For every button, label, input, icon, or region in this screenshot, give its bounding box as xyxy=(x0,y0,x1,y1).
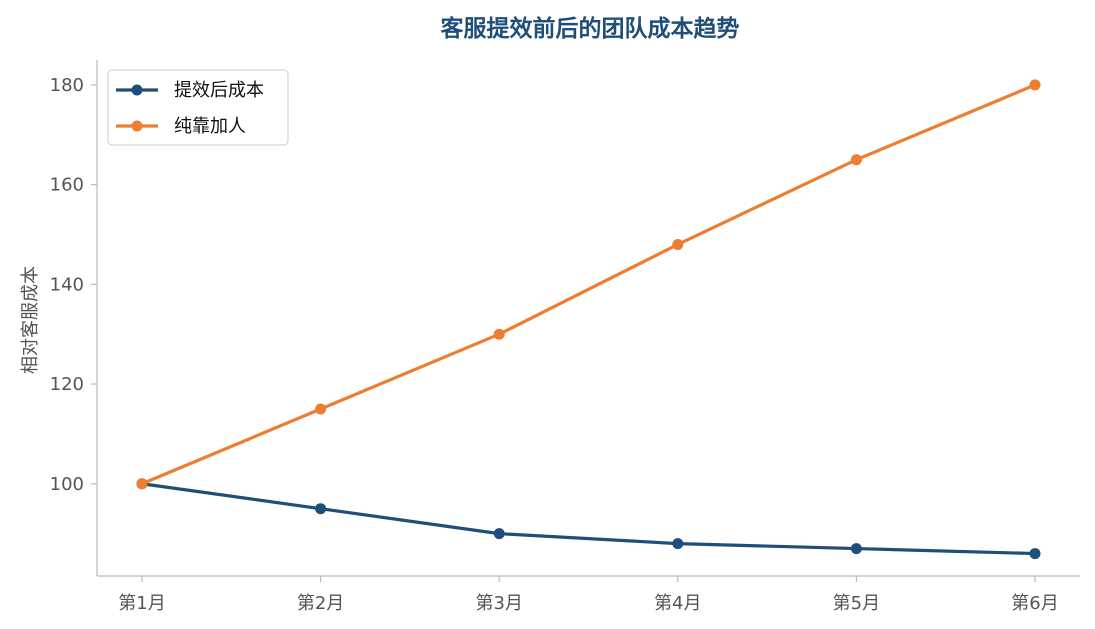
y-axis-label: 相对客服成本 xyxy=(20,266,41,374)
series-layer xyxy=(136,79,1041,560)
data-point xyxy=(315,503,327,515)
legend-marker xyxy=(131,84,143,96)
legend-label: 纯靠加人 xyxy=(174,116,246,137)
legend-marker xyxy=(131,120,143,132)
series-line xyxy=(140,482,1037,556)
y-ticks: 100 120 140 160 180 xyxy=(50,75,97,495)
x-tick-label: 第2月 xyxy=(297,593,344,614)
data-point xyxy=(136,478,148,490)
legend-label: 提效后成本 xyxy=(174,80,264,101)
series-1 xyxy=(136,478,1041,560)
data-point xyxy=(1029,79,1041,91)
x-tick-label: 第5月 xyxy=(833,593,880,614)
data-point xyxy=(850,154,862,166)
data-point xyxy=(1029,548,1041,560)
data-point xyxy=(672,238,684,250)
data-point xyxy=(672,538,684,550)
x-tick-label: 第1月 xyxy=(118,593,165,614)
data-point xyxy=(493,328,505,340)
y-tick-label: 140 xyxy=(50,274,84,295)
series-line xyxy=(140,83,1037,486)
x-ticks: 第1月 第2月 第3月 第4月 第5月 第6月 xyxy=(118,576,1059,614)
series-2 xyxy=(136,79,1041,490)
data-point xyxy=(315,403,327,415)
x-tick-label: 第6月 xyxy=(1011,593,1058,614)
x-tick-label: 第3月 xyxy=(475,593,522,614)
x-tick-label: 第4月 xyxy=(654,593,701,614)
y-tick-label: 160 xyxy=(50,175,84,196)
chart-title: 客服提效前后的团队成本趋势 xyxy=(441,15,740,42)
y-tick-label: 100 xyxy=(50,474,84,495)
data-point xyxy=(850,543,862,555)
y-tick-label: 120 xyxy=(50,374,84,395)
y-tick-label: 180 xyxy=(50,75,84,96)
data-point xyxy=(493,528,505,540)
